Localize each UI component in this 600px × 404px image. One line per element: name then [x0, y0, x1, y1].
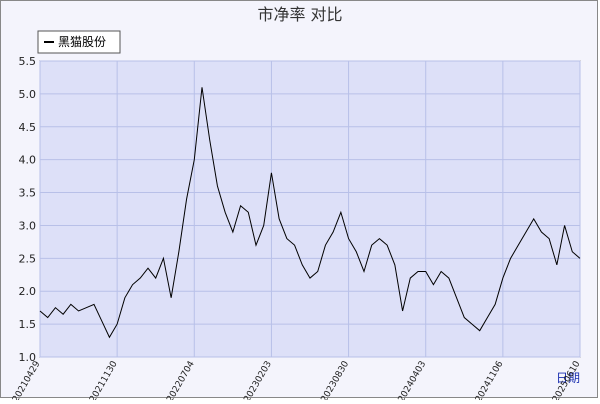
y-tick-label: 3.5 [19, 187, 37, 200]
y-tick-label: 5.5 [19, 55, 37, 68]
y-tick-label: 5.0 [19, 88, 37, 101]
y-tick-label: 1.0 [19, 351, 37, 364]
y-tick-label: 2.0 [19, 285, 37, 298]
y-tick-label: 3.0 [19, 219, 37, 232]
y-tick-label: 4.5 [19, 121, 37, 134]
x-axis-label: 日期 [556, 371, 580, 385]
chart-title: 市净率 对比 [257, 5, 342, 24]
data-line [39, 87, 581, 339]
y-tick-label: 4.0 [19, 154, 37, 167]
y-tick-label: 1.5 [19, 318, 37, 331]
legend-box [37, 30, 121, 54]
plot-area [39, 60, 581, 358]
y-tick-label: 2.5 [19, 252, 37, 265]
legend-label: 黑猫股份 [58, 35, 106, 49]
